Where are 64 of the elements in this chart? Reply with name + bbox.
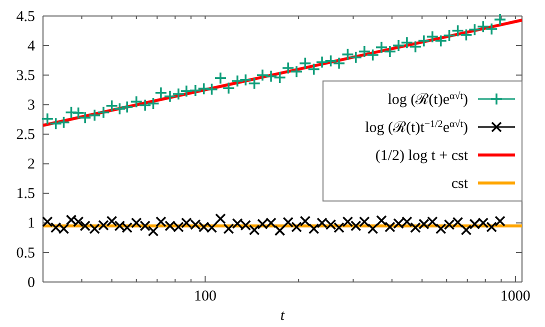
y-tick-label: 4.5: [16, 8, 35, 25]
point: [274, 225, 286, 236]
point: [367, 223, 378, 234]
x-axis-title: t: [280, 308, 286, 324]
point: [282, 216, 294, 228]
point: [486, 222, 498, 232]
point: [256, 68, 269, 82]
legend-label: cst: [451, 176, 469, 192]
y-tick-label: 1.5: [16, 186, 35, 202]
point: [146, 97, 160, 110]
point: [442, 29, 456, 42]
point: [418, 34, 430, 48]
x-tick-label: 1000: [500, 288, 530, 305]
point: [223, 223, 234, 234]
point: [205, 82, 218, 96]
point: [106, 216, 118, 227]
point: [120, 100, 134, 114]
y-tick-label: 1: [28, 216, 35, 232]
y-tick-label: 0: [28, 274, 35, 291]
point: [197, 82, 210, 96]
y-tick-label: 2.5: [16, 127, 35, 144]
point: [359, 216, 370, 228]
point: [148, 226, 159, 237]
point: [308, 223, 320, 234]
point: [435, 223, 446, 234]
legend-label: log (ℛ(t)t$^{−1/2}$e$^{α√t}$): [365, 118, 468, 136]
y-tick-label: 2: [28, 156, 35, 173]
point: [215, 213, 226, 224]
point: [214, 72, 227, 84]
point: [350, 220, 362, 232]
point: [468, 23, 482, 36]
point: [300, 216, 311, 227]
point: [460, 224, 472, 236]
point: [154, 86, 168, 100]
point: [222, 82, 236, 95]
point: [248, 224, 260, 236]
y-tick-label: 0.5: [16, 245, 35, 262]
point: [156, 216, 166, 228]
point: [316, 56, 328, 69]
x-tick-label: 100: [194, 288, 216, 305]
point: [376, 215, 387, 226]
point: [164, 90, 176, 103]
point: [273, 71, 286, 84]
point: [476, 20, 490, 34]
point: [189, 84, 202, 97]
y-tick-label: 4: [28, 38, 36, 54]
point: [324, 54, 338, 68]
y-tick-label: 3.5: [16, 68, 35, 84]
point: [392, 39, 405, 52]
legend-label: log (ℛ(t)e$^{α√t}$): [388, 90, 468, 108]
point: [291, 222, 302, 232]
point: [264, 70, 278, 83]
point: [494, 13, 506, 26]
point: [342, 216, 354, 228]
point: [494, 216, 506, 227]
point: [332, 56, 346, 70]
legend-label: (1/2) log t + cst: [375, 148, 469, 164]
point: [97, 106, 110, 119]
y-tick-label: 3: [28, 97, 35, 114]
point: [231, 74, 244, 88]
point: [172, 88, 185, 100]
point: [180, 84, 193, 98]
point: [88, 108, 101, 122]
point: [485, 22, 498, 36]
